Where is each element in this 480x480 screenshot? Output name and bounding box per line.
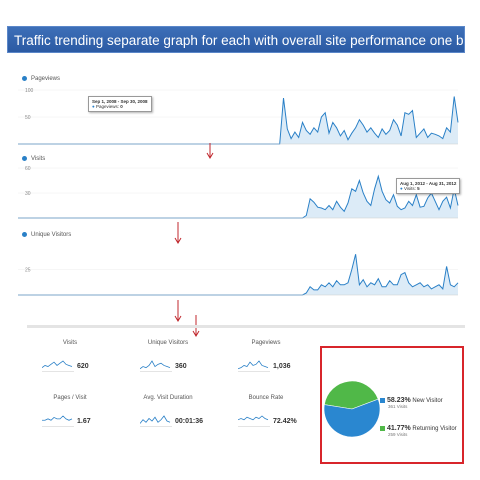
- new-visitor-visits: 361 Visits: [388, 404, 408, 409]
- tooltip-series: Visits: [403, 186, 415, 191]
- visits-chart: Visits 60 30 Aug 1, 2012 - Aug 31, 2012 ●…: [0, 156, 470, 222]
- unique-visitors-plot[interactable]: 25: [0, 232, 470, 298]
- returning-visitor-percent: 41.77%: [387, 425, 411, 432]
- visits-plot[interactable]: 60 30: [0, 156, 470, 222]
- series-area: [18, 176, 458, 218]
- pie-slice-new-visitor: [323, 398, 381, 438]
- tooltip-date: Sep 1, 2008 - Sep 30, 2008: [92, 99, 148, 104]
- legend-label: Pageviews: [31, 76, 61, 83]
- tooltip-value: 0: [120, 104, 123, 109]
- stat-label: Pages / Visit: [53, 395, 87, 401]
- section-divider: [27, 325, 465, 328]
- stat-label: Avg. Visit Duration: [143, 395, 193, 401]
- unique-visitors-chart: Unique Visitors 25: [0, 232, 470, 298]
- site-stats-panel: Visits 620 Unique Visitors 360 Pageviews 1,03…: [30, 338, 320, 448]
- stat-value: 620: [77, 363, 89, 370]
- legend-label: Unique Visitors: [31, 232, 72, 239]
- page-banner-title: Traffic trending separate graph for each…: [7, 26, 465, 53]
- new-visitor-percent: 58.23%: [387, 397, 411, 404]
- pageviews-plot[interactable]: 100 50: [0, 76, 470, 148]
- sparkline-path: [42, 360, 73, 368]
- legend-dot-icon: [22, 232, 27, 237]
- returning-visitor-label: Returning Visitor: [412, 426, 457, 432]
- visitor-type-pie-box: 58.23% New Visitor 361 Visits 41.77% Ret…: [320, 346, 464, 464]
- y-tick-label: 60: [25, 166, 31, 172]
- pageviews-chart: Pageviews 100 50 Sep 1, 2008 - Sep 30, 20…: [0, 76, 470, 148]
- y-tick-label: 50: [25, 115, 31, 121]
- stat-value: 72.42%: [273, 418, 297, 425]
- sparkline-path: [238, 415, 269, 421]
- stat-pages-visit[interactable]: Pages / Visit 1.67: [30, 393, 125, 448]
- stat-value: 1.67: [77, 418, 91, 425]
- stat-avg-visit-duration[interactable]: Avg. Visit Duration 00:01:36: [128, 393, 223, 448]
- y-tick-label: 100: [25, 88, 34, 94]
- stat-label: Bounce Rate: [248, 395, 284, 401]
- pie-slice-returning-visitor: [324, 380, 379, 410]
- stat-pageviews[interactable]: Pageviews 1,036: [226, 338, 321, 393]
- chart-legend[interactable]: Unique Visitors: [22, 232, 71, 238]
- stat-label: Pageviews: [251, 340, 281, 346]
- down-arrow-icon: [174, 300, 182, 322]
- sparkline: [42, 415, 74, 427]
- stat-bounce-rate[interactable]: Bounce Rate 72.42%: [226, 393, 321, 448]
- tooltip-series: Pageviews: [95, 104, 118, 109]
- legend-returning-visitor: 41.77% Returning Visitor 259 Visits: [380, 425, 457, 437]
- returning-visitor-swatch: [380, 425, 385, 431]
- sparkline-path: [42, 415, 73, 421]
- legend-new-visitor: 58.23% New Visitor 361 Visits: [380, 397, 443, 409]
- sparkline: [238, 360, 270, 372]
- y-tick-label: 25: [25, 268, 31, 274]
- new-visitor-label: New Visitor: [412, 398, 443, 404]
- down-arrow-icon: [174, 222, 182, 244]
- sparkline: [238, 415, 270, 427]
- sparkline: [42, 360, 74, 372]
- chart-legend[interactable]: Visits: [22, 156, 45, 162]
- returning-visitor-visits: 259 Visits: [388, 432, 408, 437]
- stat-value: 00:01:36: [175, 418, 204, 425]
- legend-label: Visits: [31, 156, 46, 163]
- tooltip-date: Aug 1, 2012 - Aug 31, 2012: [400, 181, 457, 186]
- chart-tooltip: Sep 1, 2008 - Sep 30, 2008 ● Pageviews: …: [88, 96, 152, 112]
- series-area: [18, 254, 458, 295]
- chart-tooltip: Aug 1, 2012 - Aug 31, 2012 ● Visits: 5: [396, 178, 461, 194]
- stat-unique-visitors[interactable]: Unique Visitors 360: [128, 338, 223, 393]
- down-arrow-icon: [206, 143, 214, 159]
- stat-visits[interactable]: Visits 620: [30, 338, 125, 393]
- tooltip-value: 5: [417, 186, 420, 191]
- sparkline: [140, 360, 172, 372]
- stat-value: 1,036: [273, 363, 291, 370]
- series-area: [18, 96, 458, 144]
- visitor-pie-chart[interactable]: [322, 379, 382, 439]
- y-tick-label: 30: [25, 191, 31, 197]
- chart-legend[interactable]: Pageviews: [22, 76, 60, 82]
- legend-dot-icon: [22, 76, 27, 81]
- stat-label: Unique Visitors: [147, 340, 189, 346]
- new-visitor-swatch: [380, 397, 385, 403]
- stat-label: Visits: [62, 340, 78, 346]
- stat-value: 360: [175, 363, 187, 370]
- sparkline-path: [238, 360, 269, 370]
- sparkline-path: [140, 415, 171, 424]
- legend-dot-icon: [22, 156, 27, 161]
- sparkline-path: [140, 360, 171, 370]
- sparkline: [140, 415, 172, 427]
